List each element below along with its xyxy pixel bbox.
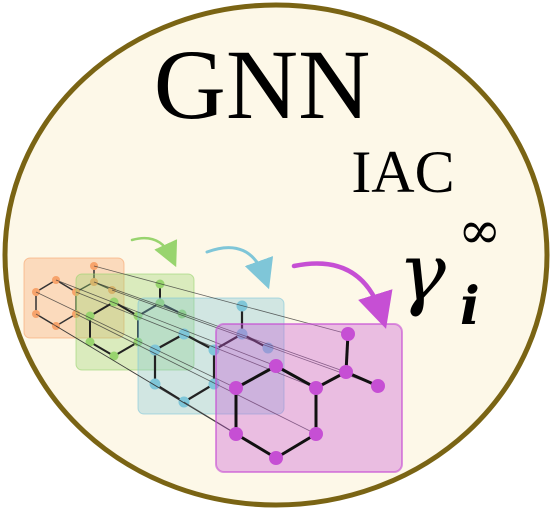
gamma-superscript: ∞: [458, 201, 501, 261]
title-gnn: GNN: [154, 29, 371, 140]
badge-background: [2, 2, 550, 508]
molecular-graph-icon: [23, 257, 403, 473]
gamma-subscript: i: [460, 276, 480, 337]
layer-purple: [215, 323, 403, 473]
gamma-symbol: γ: [398, 226, 446, 319]
subtitle-iac: IAC: [351, 139, 454, 205]
message-passing-arrow-icon: [130, 236, 393, 329]
